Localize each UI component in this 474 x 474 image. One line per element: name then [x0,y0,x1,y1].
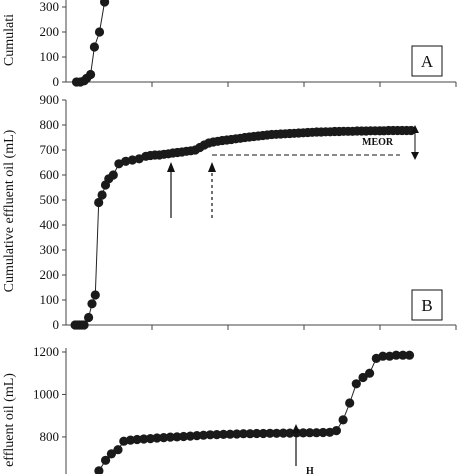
data-point [311,428,322,438]
y-tick-label: 600 [40,167,60,182]
y-tick-label: 1200 [33,344,59,359]
series-line [76,0,106,83]
data-point [272,428,282,438]
data-point [205,430,215,440]
data-point [212,430,222,440]
data-point [345,398,355,408]
data-point [252,428,262,439]
data-point [132,434,142,445]
data-point [87,299,97,309]
data-point [232,429,242,439]
panel-c-y-axis-label: effluent oil (mL) [2,373,17,467]
data-point [225,429,235,439]
data-point [198,430,209,440]
panel-b-label-box [411,289,443,321]
data-point [94,27,105,37]
dashed-arrow-head [208,162,216,172]
data-point [152,433,162,443]
data-point [391,350,401,360]
y-tick-label: 500 [40,192,60,207]
y-tick-label: 800 [40,429,60,444]
data-point [79,320,89,330]
data-point [127,155,137,165]
data-point [365,368,375,378]
panel-c: 800 1000 1200 H effluent oil (mL) [2,344,415,474]
solid-arrow-head [167,162,175,172]
panel-c-arrow-head [292,424,300,433]
data-point [113,445,123,455]
data-point [218,429,229,439]
y-tick-label: 400 [40,217,60,232]
y-tick-label: 200 [40,24,60,39]
data-point [94,197,104,208]
data-point [265,428,275,438]
panel-a: 0 100 200 300 A Cumulati [2,0,457,89]
y-tick-label: 100 [40,292,60,307]
data-point [285,428,295,438]
data-point [318,427,328,438]
y-tick-label: 300 [40,242,60,257]
y-tick-label: 0 [53,74,60,89]
data-point [398,350,408,360]
data-point [305,428,315,438]
data-point [238,429,248,439]
panel-b-label: B [421,296,432,315]
meor-up-arrow [411,125,419,133]
data-point [101,455,111,465]
data-point [159,433,169,443]
y-tick-label: 1000 [33,386,59,401]
series-line [96,354,410,474]
data-point [192,431,202,441]
data-point [185,431,195,441]
y-tick-label: 800 [40,117,60,132]
data-point [331,426,341,436]
data-point [351,379,361,389]
data-point [378,351,388,361]
data-point [86,69,96,80]
y-tick-label: 200 [40,267,60,282]
panel-a-y-axis-label: Cumulati [2,14,17,66]
y-tick-label: 100 [40,49,60,64]
y-tick-label: 900 [40,92,60,107]
data-point [94,466,104,474]
panel-b: 0 100 200 300 400 500 600 700 800 900 MEOR B Cumu… [2,92,457,332]
data-point [89,42,99,52]
data-point [258,428,268,439]
data-point [278,428,288,438]
data-point [108,170,118,180]
meor-annotation: MEOR [362,137,394,148]
meor-down-arrow [411,152,419,160]
y-tick-label: 300 [40,0,60,14]
data-point [245,429,255,439]
panel-b-y-axis-label: Cumulative effluent oil (mL) [2,129,17,292]
data-point [172,432,182,442]
panel-c-annotation: H [306,466,314,474]
panel-a-label: A [421,52,434,71]
data-point [90,290,100,300]
panel-a-label-box [411,45,443,77]
data-point [106,449,116,459]
data-point [338,415,348,425]
y-tick-label: 0 [53,317,60,332]
data-point [97,190,107,200]
data-point [165,432,175,442]
data-point [404,350,415,360]
data-point [358,372,368,383]
data-point [100,0,110,7]
data-point [298,428,308,438]
data-point [139,434,149,444]
data-point [145,434,155,444]
data-point [125,435,136,445]
y-tick-label: 700 [40,142,60,157]
data-point [179,431,189,442]
data-point [84,312,94,323]
